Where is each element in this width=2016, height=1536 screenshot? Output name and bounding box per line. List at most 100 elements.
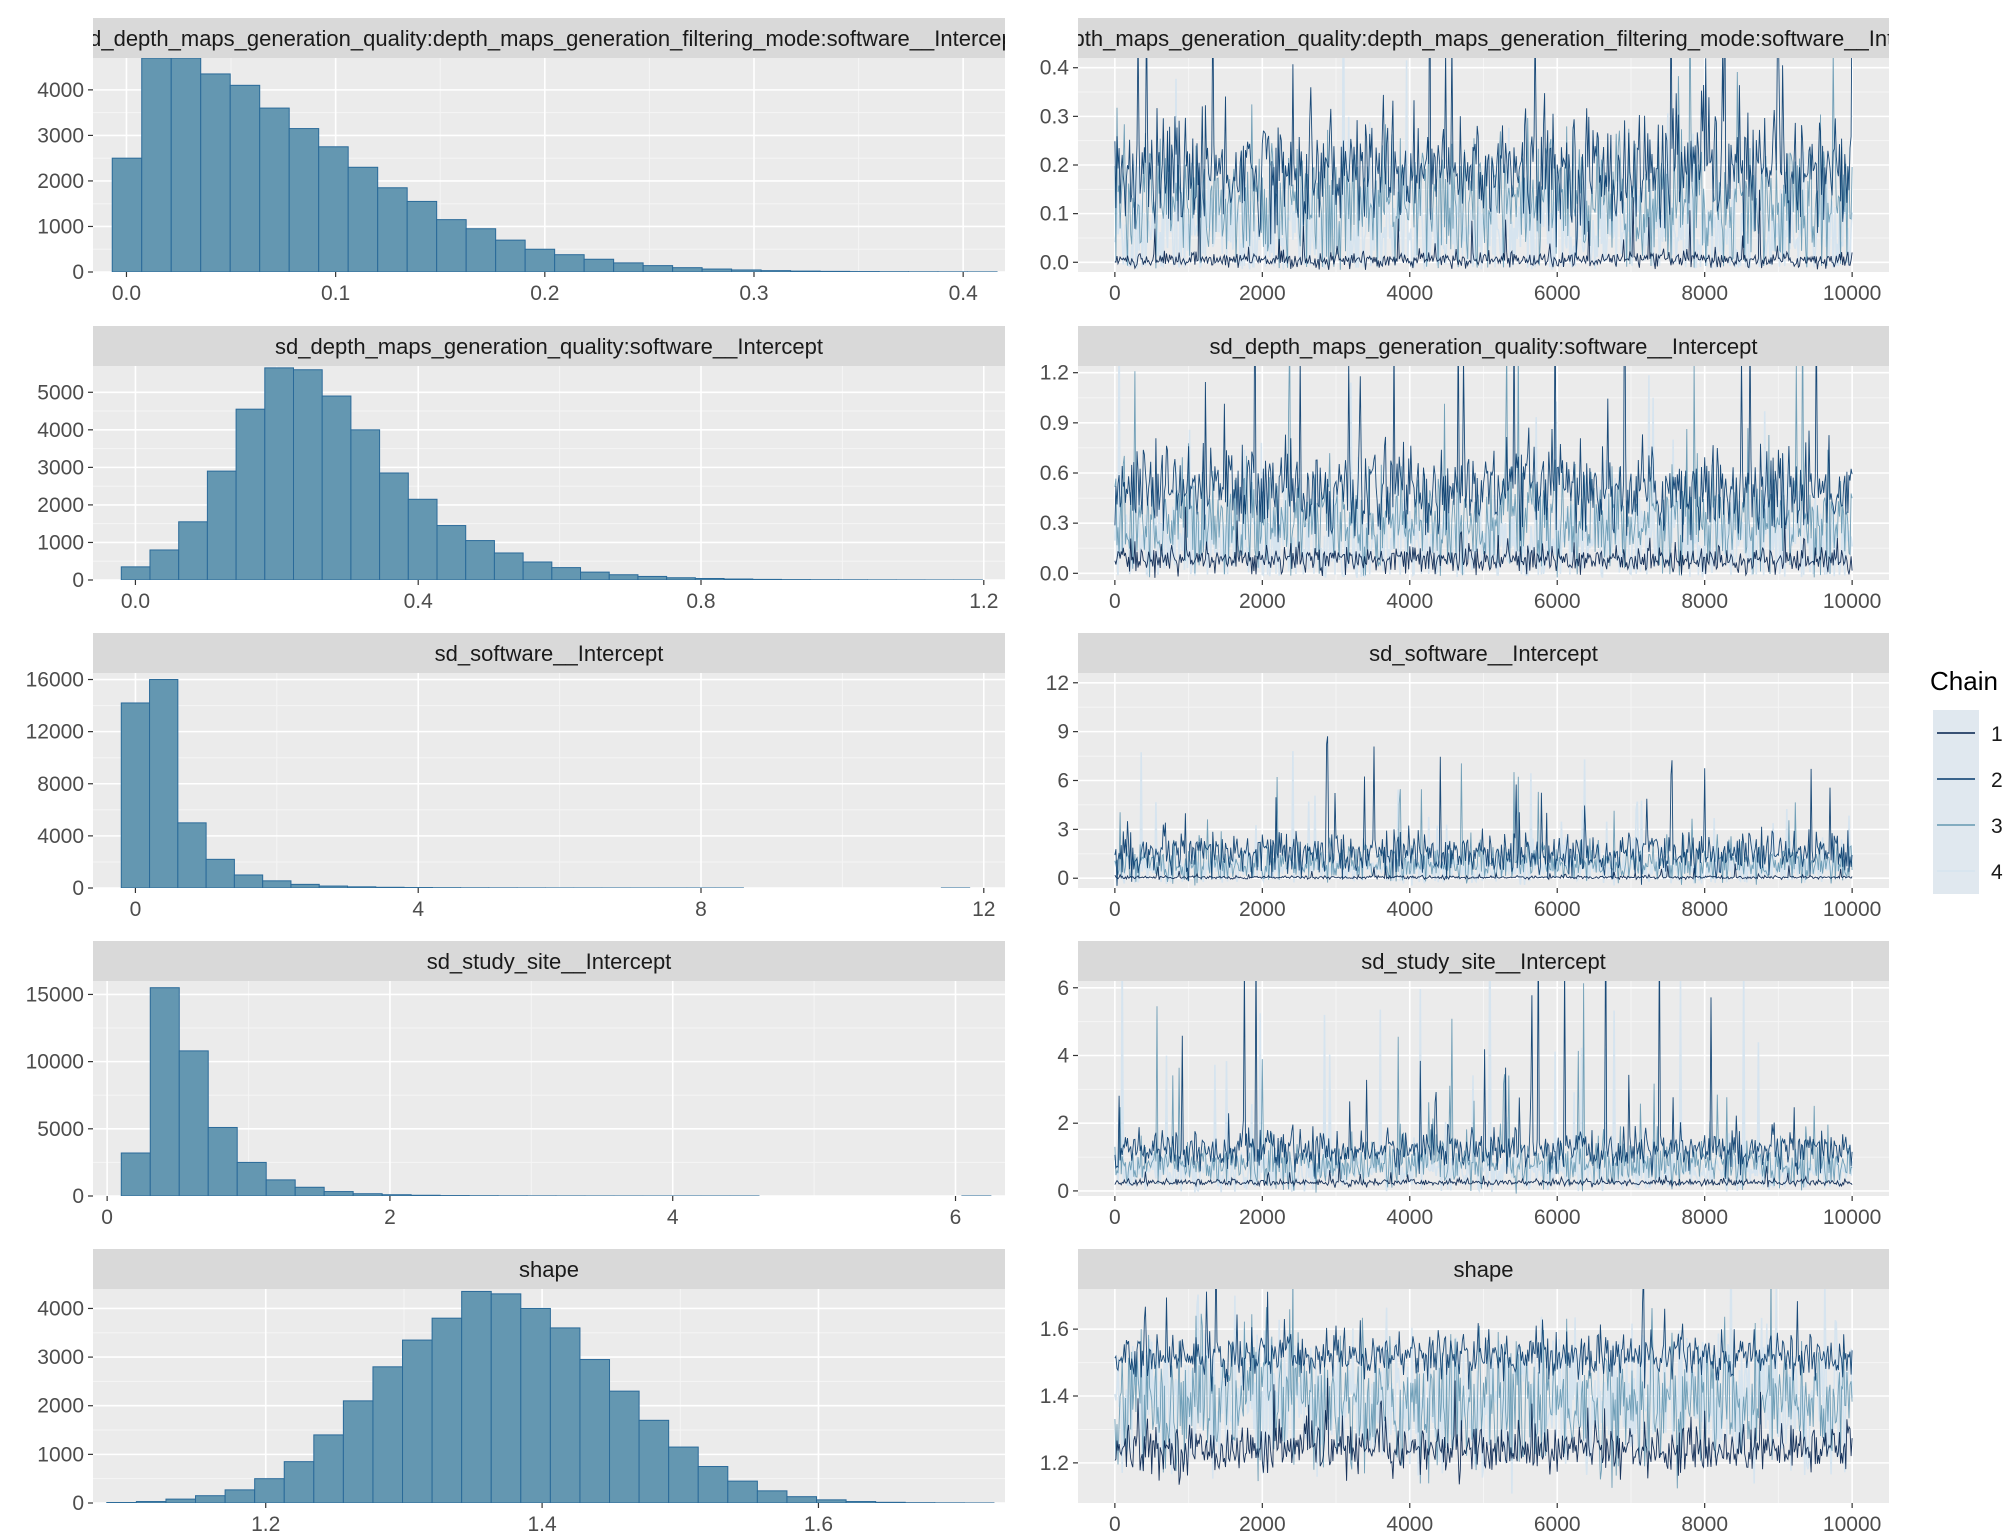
x-tick-label: 0.8 [686,590,715,613]
trace-line-chain-1 [1114,506,1853,578]
histogram-bar [554,254,585,272]
y-tick-label: 12000 [26,721,84,744]
histogram-bar [111,157,143,272]
legend-label: 1 [1991,723,2003,746]
y-tick-label: 0 [1057,867,1069,890]
y-tick-label: 12 [1046,672,1069,695]
histogram-bar [666,577,696,580]
trace-line-chain-1 [1114,1377,1853,1485]
histogram-bar [819,270,851,272]
x-tick-label: 0 [1109,898,1121,921]
histogram-bar [224,1489,256,1503]
x-tick-label: 0 [101,1206,113,1229]
histogram-bar [642,265,674,272]
trace-line-chain-2 [1114,1289,1853,1392]
y-tick-label: 9 [1057,721,1069,744]
y-tick-label: 0.6 [1040,462,1069,485]
histogram-bar [723,578,754,580]
y-tick-label: 3000 [37,124,84,147]
trace-line-chain-1 [1114,1162,1853,1189]
histogram-bar [265,1179,296,1196]
y-tick-label: 8000 [37,773,84,796]
y-tick-label: 1000 [37,531,84,554]
histogram-bar [120,566,151,580]
trace-line-chain-2 [1114,736,1853,886]
y-tick-label: 0.4 [1040,57,1070,80]
trace-line-chain-1 [1114,167,1853,270]
histogram-bar [727,1480,758,1503]
facet-strip [93,941,1005,981]
y-tick-label: 0.2 [1040,154,1069,177]
x-tick-label: 10000 [1823,282,1881,305]
y-tick-label: 6 [1057,770,1069,793]
histogram-bar [461,1290,492,1503]
y-tick-label: 2000 [37,170,84,193]
histogram-bar [318,885,349,888]
trace-line-chain-2 [1114,366,1853,543]
x-tick-label: 2000 [1239,1513,1286,1536]
histogram-bar [410,1194,441,1196]
histogram-bar [120,702,151,888]
histogram-bar [379,472,409,580]
histogram-bar [524,248,556,272]
facet-strip [1078,326,1889,366]
facet-title: shape [1454,1257,1514,1282]
trace-lines [1114,58,1853,271]
y-tick-label: 0 [72,877,84,900]
histogram-panel: sd_study_site__Intercept 0 2 4 6 0 5000 10000 15… [26,941,1005,1229]
panel-background [93,981,1005,1196]
histogram-bar [551,567,582,580]
histogram-bar [206,470,237,580]
histogram-bar [170,58,202,272]
x-tick-label: 0 [130,898,142,921]
y-tick-label: 5000 [37,1118,84,1141]
x-tick-label: 4000 [1386,1513,1433,1536]
histogram-bar [292,369,323,580]
histogram-bar [233,874,264,888]
histogram-bar [407,498,438,580]
x-tick-label: 0.3 [739,282,768,305]
histogram-bar [522,561,553,580]
histogram-bar [149,987,180,1196]
y-tick-label: 2000 [37,494,84,517]
histogram-bar [294,1186,325,1196]
y-tick-label: 0 [1057,1180,1069,1203]
histogram-bar [697,1466,729,1503]
y-tick-label: 4000 [37,419,84,442]
histogram-bar [875,1501,906,1503]
x-tick-label: 0.1 [321,282,350,305]
histogram-panel: sd_depth_maps_generation_quality:depth_m… [37,18,1005,305]
y-tick-label: 0.3 [1040,105,1069,128]
y-tick-label: 1.2 [1040,362,1069,385]
legend-items: 1 2 3 4 [1933,710,2003,894]
x-tick-label: 4000 [1386,898,1433,921]
axes: 0 2000 4000 6000 8000 10000 0.0 0.1 0.2 0.3 0.4 [1040,57,1882,305]
histogram-bar [347,886,377,888]
trace-line-chain-2 [1114,58,1853,258]
y-tick-label: 15000 [26,983,84,1006]
legend-title: Chain [1930,666,1998,696]
axes: 0 2000 4000 6000 8000 10000 0.0 0.3 0.6 0.9 1.2 [1040,362,1882,613]
trace-panel: sd_depth_maps_generation_quality:depth_m… [1040,18,1889,305]
facet-strip [93,1249,1005,1289]
x-tick-label: 6 [950,1206,962,1229]
facet-panels: sd_depth_maps_generation_quality:depth_m… [26,18,1889,1536]
histogram-bar [583,258,615,272]
histogram-bar [195,1495,226,1503]
axes: 1.2 1.4 1.6 0 1000 2000 3000 4000 [37,1297,833,1536]
histogram-bar [493,552,524,580]
legend-label: 2 [1991,769,2003,792]
x-tick-label: 0.2 [530,282,559,305]
x-tick-label: 8000 [1681,590,1728,613]
trace-line-chain-4 [1114,751,1853,886]
facet-strip [1078,1249,1889,1289]
y-tick-label: 5000 [37,381,84,404]
trace-panel: sd_study_site__Intercept 0 2000 4000 6000 800… [1057,941,1889,1229]
histogram-bar [120,1152,151,1196]
y-tick-label: 0.0 [1040,251,1069,274]
trace-line-chain-2 [1114,981,1853,1179]
facet-strip [93,18,1005,58]
histogram-bar [431,1317,463,1503]
x-tick-label: 6000 [1534,1206,1581,1229]
